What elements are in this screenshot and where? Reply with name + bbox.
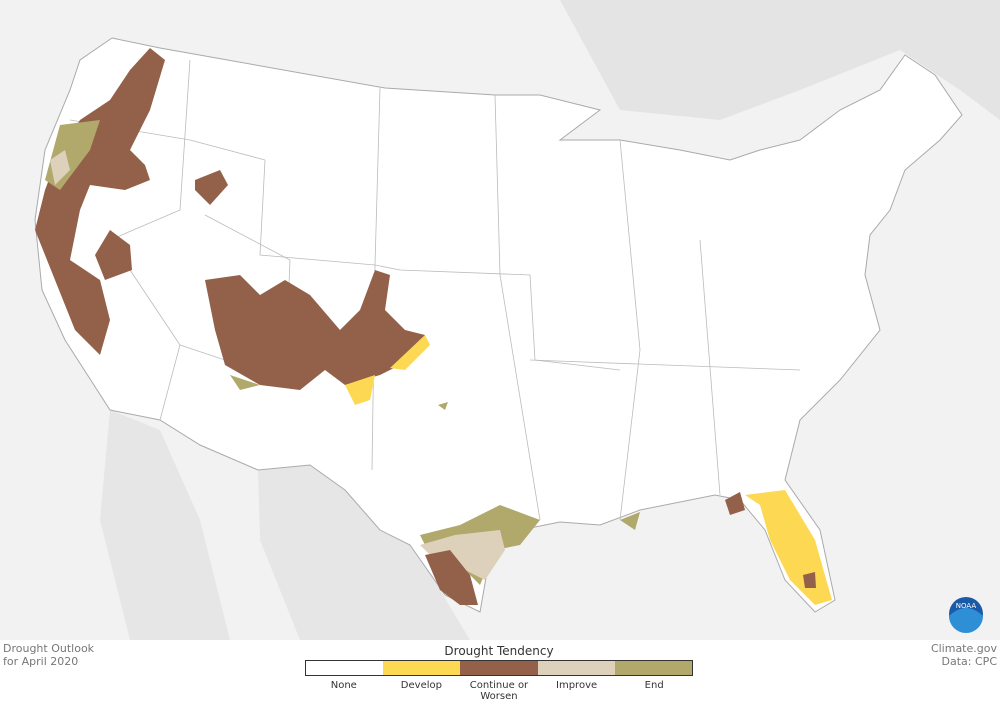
legend-label: Develop xyxy=(400,680,442,691)
us-outline xyxy=(34,37,963,613)
legend-label: Improve xyxy=(556,680,598,691)
drought-oregon-improve xyxy=(50,150,70,185)
legend-labels: None Develop Continue or Worsen Improve End xyxy=(305,680,693,702)
map: NOAA xyxy=(0,0,1000,640)
footer-subtitle: for April 2020 xyxy=(3,655,79,668)
drought-texas-improve xyxy=(420,530,505,580)
legend-label: None xyxy=(330,680,357,691)
canada xyxy=(560,0,1000,120)
drought-west-coast xyxy=(35,48,165,355)
credit: Climate.gov xyxy=(930,642,997,655)
legend-swatch xyxy=(306,661,384,675)
source: Data: CPC xyxy=(941,655,997,668)
legend-swatch xyxy=(537,661,615,675)
mexico xyxy=(258,465,470,640)
drought-nm-develop xyxy=(345,375,375,405)
noaa-logo-wave xyxy=(949,608,983,633)
legend-swatch xyxy=(614,661,693,675)
footer-title-line: Drought Outlook xyxy=(3,642,95,655)
drought-co-develop xyxy=(390,335,430,370)
drought-idaho xyxy=(195,170,228,205)
drought-nevada xyxy=(95,230,132,280)
legend-label: End xyxy=(644,680,664,691)
drought-south-texas xyxy=(425,550,478,605)
drought-fl-panhandle xyxy=(725,492,745,515)
legend-label: Continue or Worsen xyxy=(469,680,529,702)
legend-title: Drought Tendency xyxy=(444,644,554,658)
drought-oklahoma xyxy=(438,402,448,410)
drought-louisiana xyxy=(620,512,640,530)
noaa-logo-text: NOAA xyxy=(956,602,977,610)
legend-bar xyxy=(305,660,693,676)
drought-four-corners xyxy=(205,270,425,390)
drought-areas xyxy=(35,48,832,605)
legend-swatch xyxy=(383,661,461,675)
legend-swatch xyxy=(460,661,538,675)
drought-az-end xyxy=(230,375,260,390)
footer-credit: Climate.gov Data: CPC xyxy=(931,642,997,668)
mexico-baja xyxy=(100,410,230,640)
drought-fl-south xyxy=(803,572,816,588)
footer-title: Drought Outlook for April 2020 xyxy=(3,642,94,668)
